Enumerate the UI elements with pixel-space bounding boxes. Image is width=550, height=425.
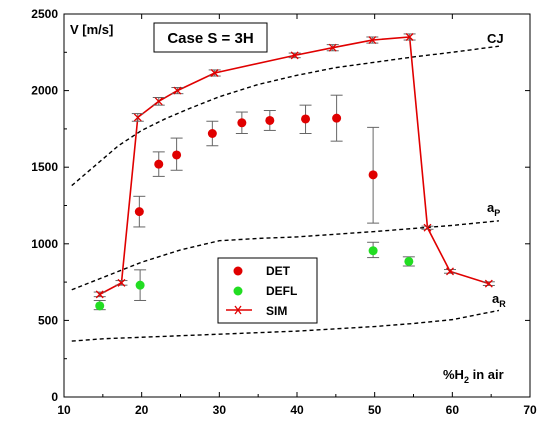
y-tick-label-2: 1000 <box>31 237 58 251</box>
ar-line <box>71 309 500 342</box>
sim-point <box>210 69 219 77</box>
data-markers <box>95 33 493 311</box>
case-label-box <box>153 22 268 53</box>
ar-line-label-main: a <box>492 291 500 306</box>
defl-point <box>368 246 378 256</box>
defl-point <box>404 256 414 266</box>
ap-line-label-sub: P <box>494 208 500 218</box>
x-tick-label-5: 60 <box>446 403 460 417</box>
legend-label-defl: DEFL <box>266 284 297 298</box>
y-tick-label-1: 500 <box>38 313 58 327</box>
sim-point <box>328 43 337 52</box>
det-point <box>368 170 378 180</box>
sim-point <box>173 86 182 95</box>
x-tick-label-2: 30 <box>213 403 227 417</box>
cj-line <box>71 45 500 187</box>
y-tick-label-0: 0 <box>51 390 58 404</box>
sim-point <box>446 267 454 276</box>
sim-point <box>95 290 104 299</box>
sim-point <box>423 223 432 232</box>
x-tick-label-4: 50 <box>368 403 382 417</box>
x-tick-label-1: 20 <box>135 403 149 417</box>
axes: 10 20 30 40 50 60 70 0 500 1000 1500 2000 2500 <box>31 7 537 417</box>
defl-point <box>95 301 105 311</box>
x-tick-label-3: 40 <box>290 403 304 417</box>
defl-point <box>135 280 145 290</box>
ap-line-label: aP <box>487 200 500 218</box>
ar-line-label-sub: R <box>499 299 506 309</box>
legend-label-sim: SIM <box>266 304 287 318</box>
case-label: Case S = 3H <box>167 30 253 47</box>
legend-marker-defl <box>233 286 243 296</box>
y-tick-label-3: 1500 <box>31 160 58 174</box>
x-axis-label-suffix: in air <box>469 367 504 382</box>
sim-point <box>368 36 377 45</box>
x-axis-label-prefix: %H <box>443 367 464 382</box>
reference-lines <box>71 45 500 342</box>
sim-point <box>133 113 142 122</box>
det-point <box>332 113 342 123</box>
det-point <box>301 114 311 124</box>
legend-marker-sim <box>234 305 242 315</box>
y-axis-label: V [m/s] <box>70 22 113 37</box>
det-point <box>134 207 144 217</box>
det-point <box>265 115 275 125</box>
cj-line-label: CJ <box>487 31 504 46</box>
ap-line <box>71 220 500 291</box>
det-point <box>237 118 247 128</box>
sim-point <box>117 278 126 287</box>
ar-line-label: aR <box>492 291 506 309</box>
sim-point <box>405 33 414 41</box>
legend-marker-det <box>233 266 243 276</box>
det-point <box>207 128 217 138</box>
sim-point <box>484 279 493 288</box>
plot-area <box>63 13 531 398</box>
x-axis-label: %H2 in air <box>443 367 504 385</box>
x-tick-label-6: 70 <box>523 403 537 417</box>
sim-point <box>290 51 299 60</box>
ap-line-label-main: a <box>487 200 495 215</box>
legend-label-det: DET <box>266 264 291 278</box>
det-point <box>154 159 164 169</box>
x-tick-label-0: 10 <box>57 403 71 417</box>
det-point <box>172 150 182 160</box>
x-axis-label-sub: 2 <box>464 375 469 385</box>
legend: DET DEFL SIM <box>217 257 318 324</box>
sim-point <box>154 97 163 106</box>
y-tick-label-5: 2500 <box>31 7 58 21</box>
y-tick-label-4: 2000 <box>31 84 58 98</box>
